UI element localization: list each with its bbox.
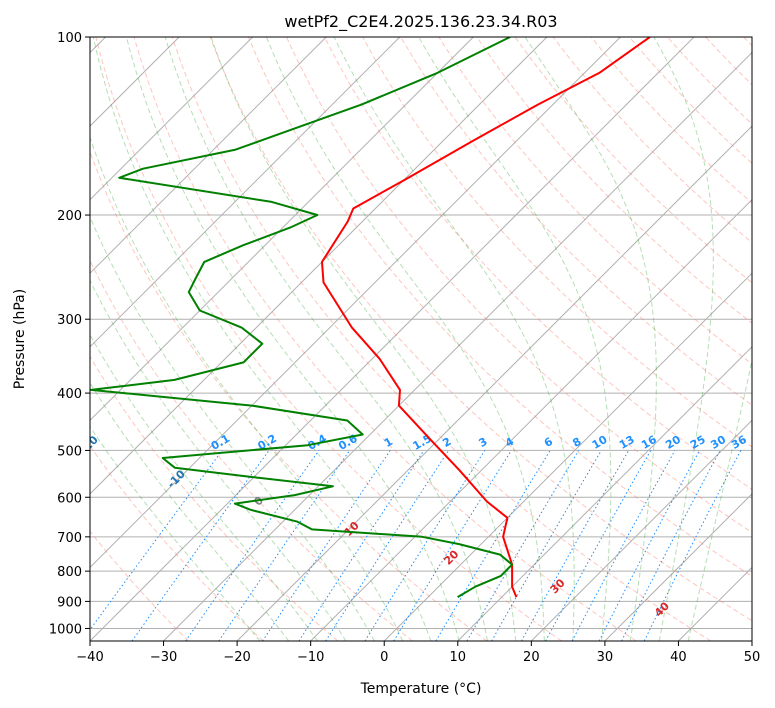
- x-axis-ticks: −40 −30 −20 −10 0 10 20 30 40 50: [76, 641, 760, 665]
- y-axis-ticks: 100 200 300 400 500 600 700 800 900 1000: [49, 31, 90, 637]
- y-tick-label: 300: [57, 313, 82, 328]
- isotherm-line: [90, 37, 254, 201]
- isotherm-line: [236, 125, 752, 641]
- y-tick-label: 500: [57, 444, 82, 459]
- isotherm-line: [90, 37, 695, 641]
- moist-adiabat-line: [524, 37, 657, 641]
- isotherm-line: [310, 198, 752, 641]
- isotherm-line: [90, 37, 401, 348]
- isotherm-line: [90, 37, 621, 569]
- moist-adiabat-line: [265, 37, 545, 641]
- mixing-ratio-line: [262, 450, 391, 641]
- moist-adiabat-line: [333, 37, 575, 641]
- mixing-ratio-lines: [90, 450, 742, 641]
- y-tick-label: 100: [57, 31, 82, 46]
- dry-adiabat-line: [324, 37, 752, 490]
- dry-adiabat-line: [90, 150, 488, 641]
- mixing-ratio-line: [218, 450, 351, 641]
- x-tick-label: 20: [523, 650, 540, 665]
- y-tick-label: 400: [57, 387, 82, 402]
- y-tick-label: 700: [57, 531, 82, 546]
- x-tick-label: 50: [744, 650, 761, 665]
- mixing-ratio-line: [325, 450, 450, 641]
- axes-frame: [89, 36, 753, 642]
- chart-title: wetPf2_C2E4.2025.136.23.34.R03: [284, 12, 557, 32]
- mixing-ratio-line: [298, 450, 425, 641]
- moist-adiabat-line: [90, 333, 318, 641]
- y-tick-label: 900: [57, 595, 82, 610]
- moist-adiabat-line: [92, 37, 432, 641]
- dry-adiabat-label: -20: [78, 433, 101, 456]
- moist-adiabat-line: [418, 37, 612, 641]
- dry-adiabat-line: [400, 37, 752, 406]
- y-tick-label: 800: [57, 565, 82, 580]
- dry-adiabat-line: [90, 355, 339, 641]
- isotherm-line: [90, 37, 474, 422]
- x-axis-label: Temperature (°C): [360, 681, 482, 697]
- moist-adiabat-line: [90, 135, 404, 641]
- isotherm-line: [530, 419, 752, 641]
- moist-adiabat-line: [90, 425, 261, 641]
- dry-adiabat-line: [209, 37, 752, 622]
- moist-adiabat-line: [687, 358, 752, 641]
- x-tick-label: 10: [450, 650, 467, 665]
- temperature-line: [321, 37, 651, 598]
- dry-adiabat-line: [90, 444, 264, 641]
- moist-adiabat-line: [90, 215, 375, 641]
- dewpoint-line: [90, 37, 514, 598]
- mixing-ratio-line: [545, 450, 652, 641]
- y-axis-label: Pressure (hPa): [12, 289, 28, 389]
- isotherm-line: [604, 493, 752, 641]
- x-tick-label: −40: [76, 650, 103, 665]
- dry-adiabat-line: [133, 37, 637, 641]
- sounding-series: [90, 37, 651, 598]
- moist-adiabat-line: [210, 37, 517, 641]
- dry-adiabat-line: [514, 37, 752, 284]
- x-tick-label: −30: [150, 650, 177, 665]
- x-tick-label: 30: [597, 650, 614, 665]
- dry-adiabat-line: [476, 37, 752, 324]
- isotherm-line: [163, 51, 752, 641]
- mixing-ratio-line: [131, 450, 270, 641]
- x-tick-label: 0: [380, 650, 388, 665]
- dry-adiabats: [90, 37, 752, 641]
- x-tick-label: −10: [297, 650, 324, 665]
- mixing-ratio-line: [393, 450, 512, 641]
- x-tick-label: −20: [223, 650, 250, 665]
- isotherm-line: [457, 346, 752, 641]
- x-tick-label: 40: [670, 650, 687, 665]
- isotherm-line: [90, 37, 327, 274]
- y-tick-label: 600: [57, 491, 82, 506]
- dry-adiabat-line: [90, 259, 413, 641]
- y-tick-label: 200: [57, 209, 82, 224]
- mixing-ratio-line: [643, 450, 742, 641]
- isotherm-line: [90, 37, 548, 495]
- isotherm-line: [383, 272, 752, 641]
- moist-adiabat-line: [164, 37, 488, 641]
- y-tick-label: 1000: [49, 622, 82, 637]
- dry-adiabat-line: [171, 37, 712, 641]
- mixing-ratio-line: [90, 450, 223, 631]
- dry-adiabat-line: [95, 37, 562, 641]
- moist-adiabat-line: [126, 37, 460, 641]
- mixing-ratio-line: [521, 450, 630, 641]
- mixing-ratio-line: [571, 450, 676, 641]
- mixing-ratio-line: [185, 450, 320, 641]
- moist-adiabat-line: [653, 37, 714, 641]
- isotherm-isobar-grid: [90, 37, 752, 641]
- dry-adiabat-line: [90, 530, 190, 641]
- dry-adiabat-line: [247, 37, 752, 577]
